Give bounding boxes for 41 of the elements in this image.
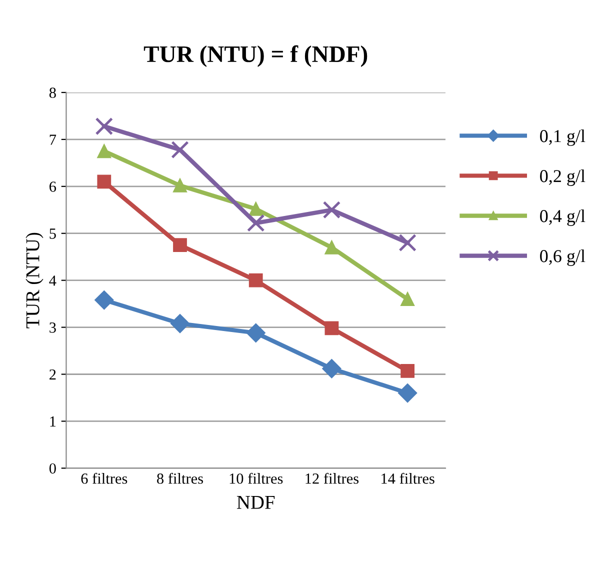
- point: [398, 384, 418, 403]
- y-tick-label: 0: [49, 463, 56, 474]
- y-axis-title: TUR (NTU): [26, 232, 44, 328]
- point: [324, 240, 339, 254]
- point: [97, 144, 112, 158]
- point: [248, 273, 263, 288]
- legend-label: 0,4 g/l: [540, 210, 586, 226]
- point: [400, 292, 414, 306]
- legend-label: 0,2 g/l: [540, 170, 586, 186]
- y-tick-label: 8: [49, 88, 56, 98]
- point: [322, 200, 341, 219]
- point: [324, 321, 339, 336]
- y-tick-label: 4: [49, 276, 56, 286]
- x-tick-label: 10 filtres: [230, 472, 283, 484]
- x-tick-label: 8 filtres: [157, 472, 203, 484]
- y-tick-label: 2: [50, 369, 56, 380]
- point: [94, 290, 114, 310]
- x-tick-label: 12 filtres: [306, 472, 359, 484]
- point: [248, 202, 263, 216]
- point: [246, 323, 266, 342]
- legend-label: 0,6 g/l: [540, 250, 586, 266]
- point: [246, 214, 265, 232]
- point: [95, 117, 114, 136]
- x-axis-title: NDF: [236, 496, 275, 509]
- point: [97, 174, 112, 189]
- point: [173, 178, 187, 192]
- y-tick-label: 1: [50, 416, 56, 427]
- point: [170, 314, 190, 334]
- point: [400, 364, 414, 378]
- point: [398, 234, 416, 252]
- x-tick-label: 6 filtres: [81, 472, 128, 484]
- legend-label: 0,1 g/l: [540, 130, 586, 146]
- y-tick-label: 5: [50, 228, 56, 239]
- y-tick-label: 7: [50, 134, 56, 145]
- point: [322, 359, 342, 378]
- point: [171, 140, 189, 159]
- x-tick-label: 14 filtres: [382, 472, 434, 484]
- point: [173, 238, 187, 252]
- y-tick-label: 6: [50, 182, 56, 192]
- y-tick-label: 3: [50, 322, 56, 333]
- chart-title: TUR (NTU) = f (NDF): [144, 45, 368, 67]
